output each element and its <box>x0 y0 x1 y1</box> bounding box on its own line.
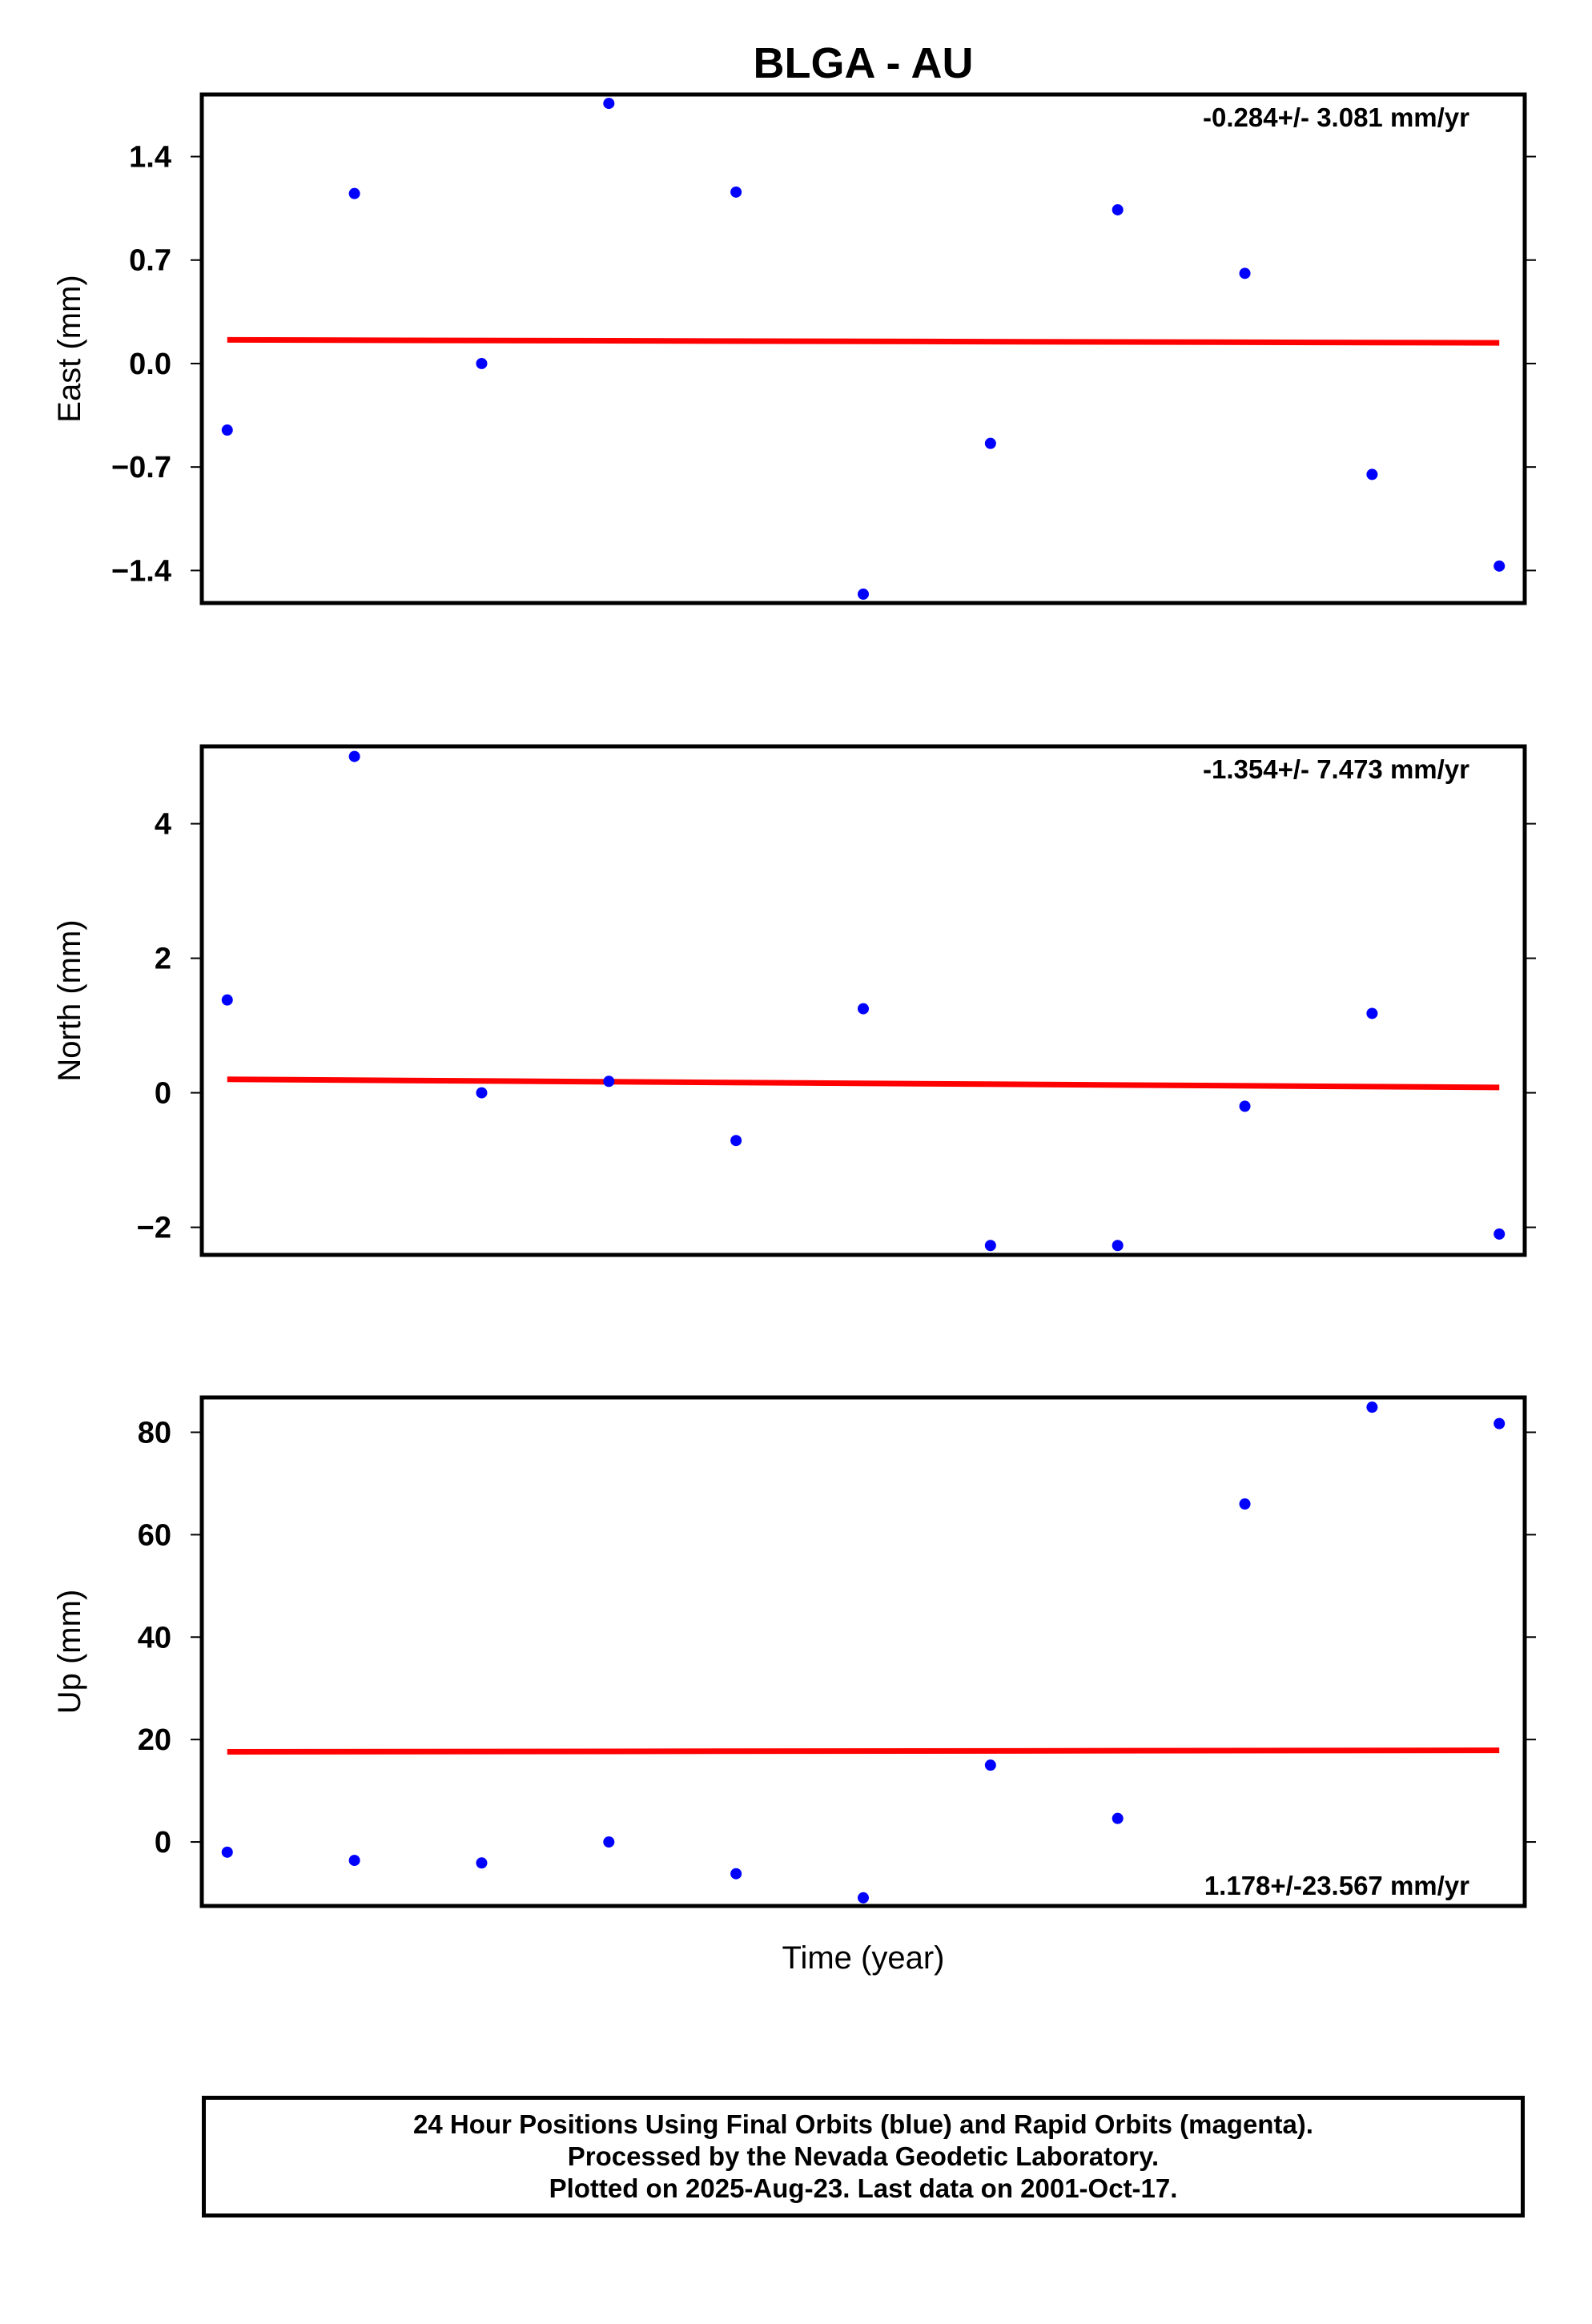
up-ytick-label: 60 <box>138 1518 171 1552</box>
panels: 1.4 0.7 0.0 −0.7 −1.4 East (mm) -0.284+/- 3.08… <box>52 92 1536 1908</box>
east-trend-line <box>227 336 1500 346</box>
north-data-point <box>1366 1007 1378 1019</box>
footer-line-3: Plotted on 2025-Aug-23. Last data on 200… <box>549 2173 1178 2203</box>
east-data-point <box>730 186 742 198</box>
north-data-point <box>858 1003 869 1015</box>
east-ytick-label: −1.4 <box>111 554 171 588</box>
north-ytick-label: 0 <box>155 1077 171 1111</box>
east-data-point <box>1112 203 1124 215</box>
north-ytick-label: −2 <box>137 1212 171 1245</box>
east-panel: 1.4 0.7 0.0 −0.7 −1.4 East (mm) -0.284+/- 3.08… <box>52 92 1536 605</box>
up-data-point <box>348 1855 360 1867</box>
chart-title: BLGA - AU <box>754 39 974 87</box>
up-data-point <box>1366 1401 1378 1413</box>
east-data-point <box>1366 468 1378 480</box>
up-data-point <box>1494 1417 1506 1429</box>
up-ytick-label: 80 <box>138 1416 171 1449</box>
footer-box: 24 Hour Positions Using Final Orbits (bl… <box>202 2096 1525 2217</box>
east-ytick-label: 0.0 <box>129 348 171 381</box>
north-ytick-label: 2 <box>155 943 171 976</box>
east-data-point <box>1239 267 1251 279</box>
north-data-point <box>221 994 233 1006</box>
north-y-axis-label: North (mm) <box>52 919 87 1081</box>
east-ytick-label: −0.7 <box>111 451 171 485</box>
up-data-point <box>1112 1812 1124 1824</box>
north-data-point <box>476 1087 488 1099</box>
east-data-point <box>476 357 488 369</box>
east-data-point <box>984 437 996 449</box>
east-data-point <box>348 187 360 199</box>
up-ytick-label: 40 <box>138 1621 171 1655</box>
x-axis-label: Time (year) <box>782 1940 945 1976</box>
north-panel: 4 2 0 −2 North (mm) -1.354+/- 7.473 mm/yr <box>52 744 1536 1257</box>
up-data-point <box>603 1836 615 1848</box>
north-data-point <box>1239 1100 1251 1112</box>
up-ytick-label: 0 <box>155 1826 171 1860</box>
up-data-point <box>221 1846 233 1858</box>
east-ytick-label: 1.4 <box>129 141 171 175</box>
east-data-point <box>603 98 615 110</box>
north-data-point <box>603 1076 615 1088</box>
up-data-point <box>730 1868 742 1880</box>
north-trend-line <box>227 1076 1500 1091</box>
up-rate-annotation: 1.178+/-23.567 mm/yr <box>1204 1871 1469 1900</box>
east-data-point <box>1494 560 1506 572</box>
north-plot-frame <box>199 744 1527 1257</box>
footer-line-1: 24 Hour Positions Using Final Orbits (bl… <box>413 2109 1313 2139</box>
east-data-point <box>221 424 233 436</box>
north-data-point <box>984 1240 996 1252</box>
up-data-point <box>858 1892 869 1904</box>
north-data-point <box>1494 1228 1506 1240</box>
up-y-axis-label: Up (mm) <box>52 1590 87 1715</box>
up-trend-line <box>227 1747 1500 1755</box>
east-rate-annotation: -0.284+/- 3.081 mm/yr <box>1203 103 1469 132</box>
north-data-point <box>730 1135 742 1147</box>
up-plot-frame <box>199 1395 1527 1908</box>
north-data-point <box>348 750 360 762</box>
east-y-axis-label: East (mm) <box>52 275 87 422</box>
up-ytick-label: 20 <box>138 1723 171 1757</box>
up-data-point <box>1239 1498 1251 1510</box>
north-rate-annotation: -1.354+/- 7.473 mm/yr <box>1203 754 1469 784</box>
footer-line-2: Processed by the Nevada Geodetic Laborat… <box>567 2141 1160 2171</box>
up-data-point <box>984 1759 996 1771</box>
up-panel: 80 60 40 20 0 Up (mm) 1.178+/-23.567 mm/yr <box>52 1395 1536 1908</box>
east-plot-frame <box>199 92 1527 605</box>
up-data-point <box>476 1857 488 1869</box>
east-data-point <box>858 588 869 600</box>
north-data-point <box>1112 1240 1124 1252</box>
north-ytick-label: 4 <box>155 808 171 842</box>
east-ytick-label: 0.7 <box>129 244 171 278</box>
